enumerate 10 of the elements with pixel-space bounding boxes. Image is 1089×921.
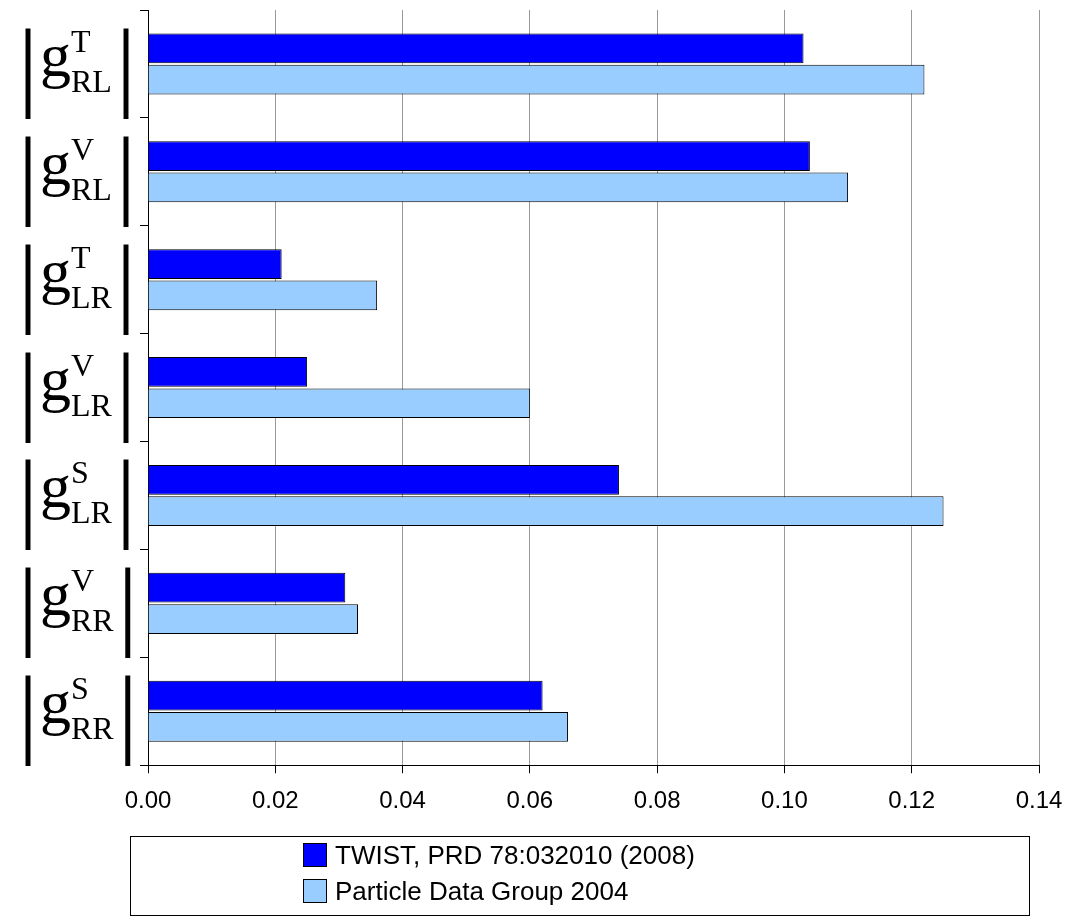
x-tick-label: 0.12	[888, 786, 936, 814]
x-tick-label: 0.00	[124, 786, 172, 814]
x-tick-label: 0.02	[251, 786, 299, 814]
legend-label: Particle Data Group 2004	[335, 875, 629, 907]
x-tick-label: 0.10	[761, 786, 808, 814]
x-tick-label: 0.14	[1015, 786, 1063, 814]
legend-label: TWIST, PRD 78:032010 (2008)	[335, 839, 695, 871]
x-tick-label: 0.06	[506, 786, 554, 814]
x-tick-label: 0.08	[633, 786, 681, 814]
x-tick-label: 0.04	[379, 786, 426, 814]
